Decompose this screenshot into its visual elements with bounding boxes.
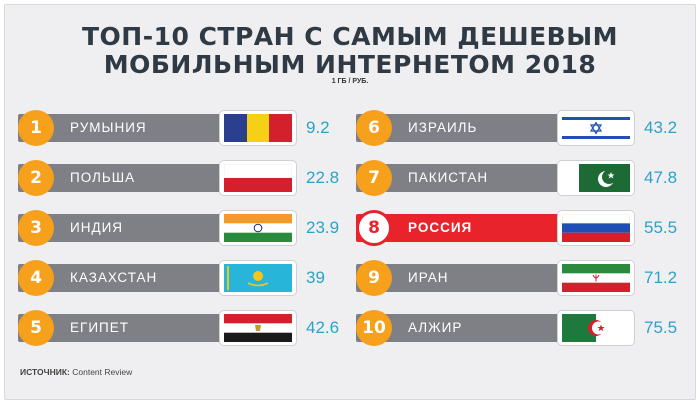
country-name: ИРАН [408,270,449,285]
ranking-row: 10 АЛЖИР 75.5 [356,310,686,346]
rank-badge: 2 [18,160,54,196]
country-name: ПОЛЬША [70,170,136,185]
price-value: 75.5 [644,318,678,337]
rank-badge: 1 [18,110,54,146]
price-value: 22.8 [306,168,340,187]
country-name: РОССИЯ [408,220,473,235]
rank-badge: 3 [18,210,54,246]
rank-badge: 6 [356,110,392,146]
country-name: ЕГИПЕТ [70,320,129,335]
price-value: 9.2 [306,118,330,137]
ranking-row: 6 ИЗРАИЛЬ 43.2 [356,110,686,146]
ranking-row: 7 ПАКИСТАН 47.8 [356,160,686,196]
source-label: ИСТОЧНИК: [20,367,70,377]
ranking-row: 3 ИНДИЯ 23.9 [18,210,348,246]
iran-flag-icon [558,261,634,295]
ranking-row: 2 ПОЛЬША 22.8 [18,160,348,196]
india-flag-icon [220,211,296,245]
pakistan-flag-icon [558,161,634,195]
country-name: ПАКИСТАН [408,170,489,185]
price-value: 55.5 [644,218,678,237]
country-name: РУМЫНИЯ [70,120,147,135]
country-name: АЛЖИР [408,320,463,335]
ranking-row: 1 РУМЫНИЯ 9.2 [18,110,348,146]
rank-badge: 9 [356,260,392,296]
poland-flag-icon [220,161,296,195]
country-name: КАЗАХСТАН [70,270,158,285]
price-value: 39 [306,268,325,287]
rank-badge: 5 [18,310,54,346]
country-name: ИЗРАИЛЬ [408,120,478,135]
romania-flag-icon [220,111,296,145]
title-line-2: МОБИЛЬНЫМ ИНТЕРНЕТОМ 2018 [103,50,597,79]
price-value: 23.9 [306,218,340,237]
unit-label: 1 ГБ / РУБ. [331,78,369,85]
rank-badge: 4 [18,260,54,296]
rank-badge: 10 [356,310,392,346]
rank-badge: 8 [356,210,392,246]
price-value: 71.2 [644,268,678,287]
source-note: ИСТОЧНИК: Content Review [20,367,132,377]
ranking-row: 4 КАЗАХСТАН 39 [18,260,348,296]
source-value: Content Review [72,367,133,377]
price-value: 43.2 [644,118,678,137]
rank-badge: 7 [356,160,392,196]
title-line-1: ТОП-10 СТРАН С САМЫМ ДЕШЕВЫМ [81,22,619,51]
egypt-flag-icon [220,311,296,345]
ranking-row: 9 ИРАН 71.2 [356,260,686,296]
ranking-row: 5 ЕГИПЕТ 42.6 [18,310,348,346]
kazakhstan-flag-icon [220,261,296,295]
ranking-row: 8 РОССИЯ 55.5 [356,210,686,246]
price-value: 42.6 [306,318,340,337]
price-value: 47.8 [644,168,678,187]
algeria-flag-icon [558,311,634,345]
russia-flag-icon [558,211,634,245]
israel-flag-icon [558,111,634,145]
country-name: ИНДИЯ [70,220,124,235]
